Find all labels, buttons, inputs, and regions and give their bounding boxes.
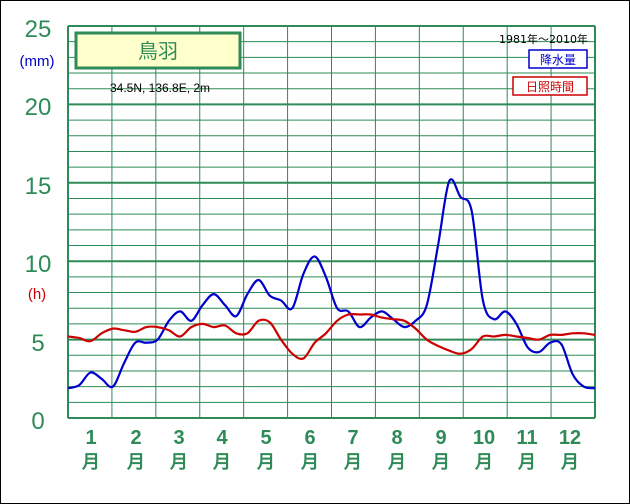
month-suffix-10: 月: [474, 452, 493, 473]
month-number-4: 4: [216, 427, 228, 449]
month-number-5: 5: [260, 427, 271, 449]
month-suffix-7: 月: [343, 452, 362, 473]
month-suffix-12: 月: [560, 452, 579, 473]
legend-precip-box: [528, 49, 588, 69]
month-number-11: 11: [516, 427, 537, 449]
legend-precip-label: 降水量: [540, 53, 576, 67]
sunshine-unit-label: (h): [28, 286, 46, 303]
month-number-3: 3: [173, 427, 184, 449]
precipitation-series-line: [67, 178, 596, 390]
month-number-1: 1: [85, 427, 96, 449]
station-box: [74, 31, 242, 70]
station-name: 鳥羽: [138, 39, 178, 63]
month-suffix-1: 月: [81, 452, 100, 473]
month-number-12: 12: [559, 427, 581, 449]
month-number-7: 7: [347, 427, 358, 449]
month-suffix-9: 月: [431, 452, 450, 473]
ytick-label-20: 20: [25, 94, 52, 121]
month-number-8: 8: [391, 427, 402, 449]
chart-grid: [67, 25, 596, 419]
month-suffix-8: 月: [387, 452, 406, 473]
month-suffix-2: 月: [126, 452, 145, 473]
ytick-label-5: 5: [31, 330, 44, 357]
sunshine-series-line: [67, 312, 596, 360]
month-suffix-11: 月: [517, 452, 536, 473]
station-coords: 34.5N, 136.8E, 2m: [110, 81, 210, 95]
ytick-label-25: 25: [25, 16, 52, 43]
legend-sunshine-box: [512, 76, 588, 96]
month-suffix-5: 月: [256, 452, 275, 473]
legend-sunshine-label: 日照時間: [526, 80, 574, 94]
chart-series: [67, 178, 596, 390]
month-suffix-6: 月: [300, 452, 319, 473]
ytick-label-15: 15: [25, 173, 52, 200]
month-number-10: 10: [473, 427, 495, 449]
month-number-2: 2: [130, 427, 141, 449]
month-suffix-4: 月: [212, 452, 231, 473]
month-number-6: 6: [304, 427, 315, 449]
period-label: 1981年〜2010年: [499, 32, 588, 46]
month-suffix-3: 月: [169, 452, 188, 473]
ytick-label-0: 0: [31, 408, 44, 435]
precip-unit-label: (mm): [20, 53, 55, 70]
month-number-9: 9: [435, 427, 446, 449]
ytick-label-10: 10: [25, 251, 52, 278]
